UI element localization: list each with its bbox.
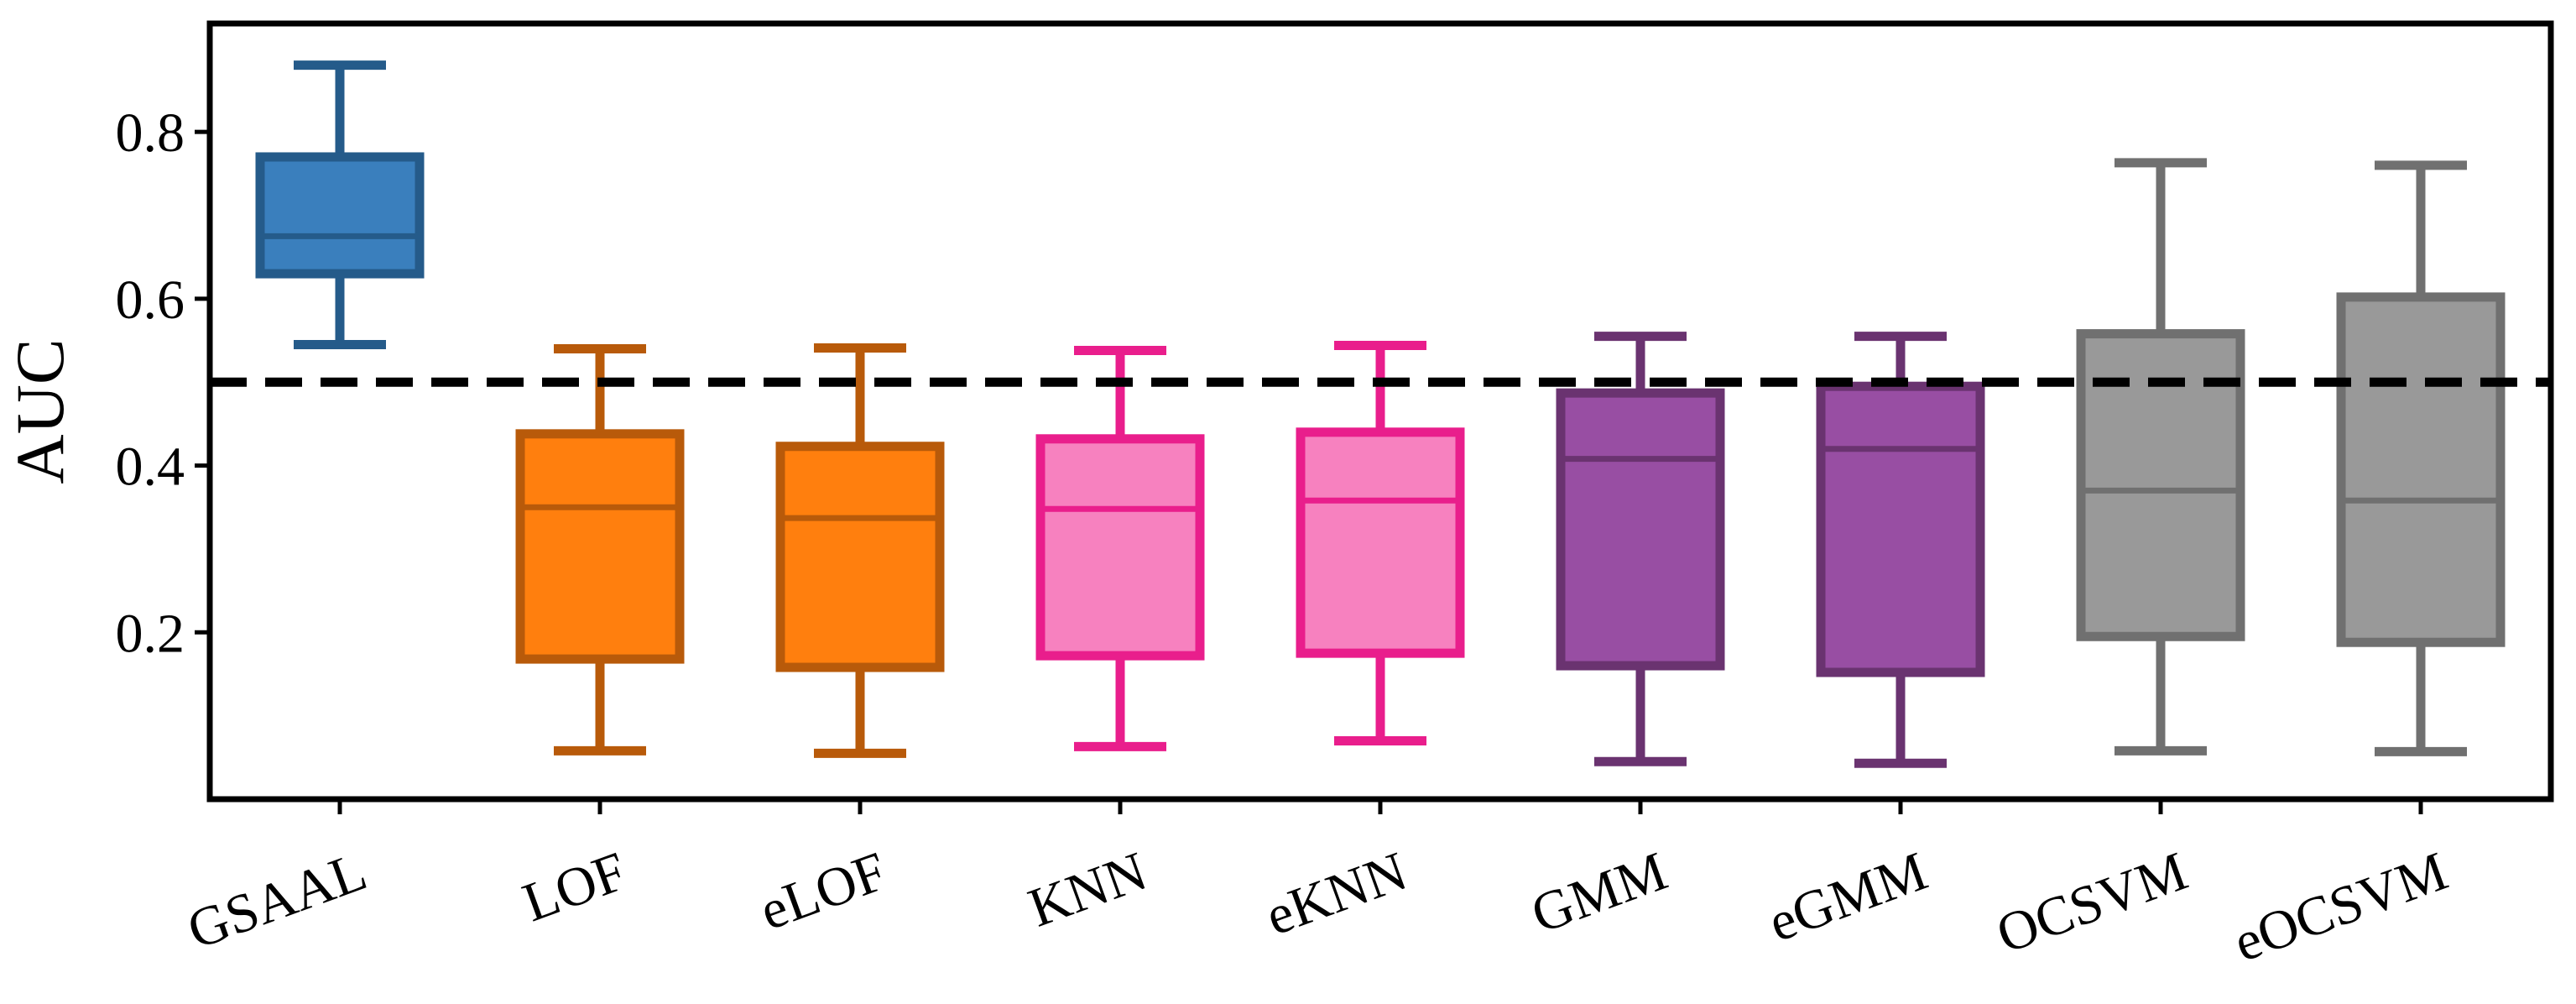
box-group-eknn <box>1296 341 1465 745</box>
x-tick-label: eKNN <box>1258 840 1415 948</box>
x-tick-label: eOCSVM <box>2226 840 2455 974</box>
y-axis: 0.2 0.4 0.6 0.8 <box>116 102 210 664</box>
y-tick-label: 0.2 <box>116 603 185 664</box>
box-group-lof <box>515 343 685 756</box>
box-body <box>255 152 425 279</box>
x-tick-label: KNN <box>1021 840 1155 939</box>
y-tick-label: 0.6 <box>116 269 185 331</box>
box-group-gmm <box>1556 332 1725 766</box>
x-tick-label: OCSVM <box>1989 840 2195 965</box>
box-group-gsaal <box>255 60 425 350</box>
x-tick-label: LOF <box>515 840 634 933</box>
x-tick-label: eGMM <box>1760 840 1935 954</box>
box-body <box>1556 388 1725 671</box>
box-body <box>1035 434 1205 661</box>
x-tick-label: GMM <box>1524 840 1675 945</box>
y-tick-label: 0.8 <box>116 102 185 164</box>
x-axis: GSAAL LOF eLOF KNN eKNN GMM eGMM OCSVM eOCSVM <box>180 799 2455 974</box>
x-tick-label: eLOF <box>752 840 894 942</box>
box-body <box>1296 427 1465 658</box>
box-body <box>775 442 945 672</box>
x-tick-label: GSAAL <box>180 840 374 961</box>
y-tick-label: 0.4 <box>116 437 185 498</box>
box-group-eocsvm <box>2336 160 2506 756</box>
box-body <box>515 429 685 664</box>
box-group-elof <box>775 343 945 758</box>
box-group-knn <box>1035 345 1205 751</box>
box-group-ocsvm <box>2076 158 2245 756</box>
box-body <box>2336 292 2506 647</box>
box-group-egmm <box>1816 332 1985 768</box>
boxes-layer <box>255 60 2506 768</box>
y-axis-label: AUC <box>2 338 78 484</box>
box-body <box>1816 381 1985 677</box>
